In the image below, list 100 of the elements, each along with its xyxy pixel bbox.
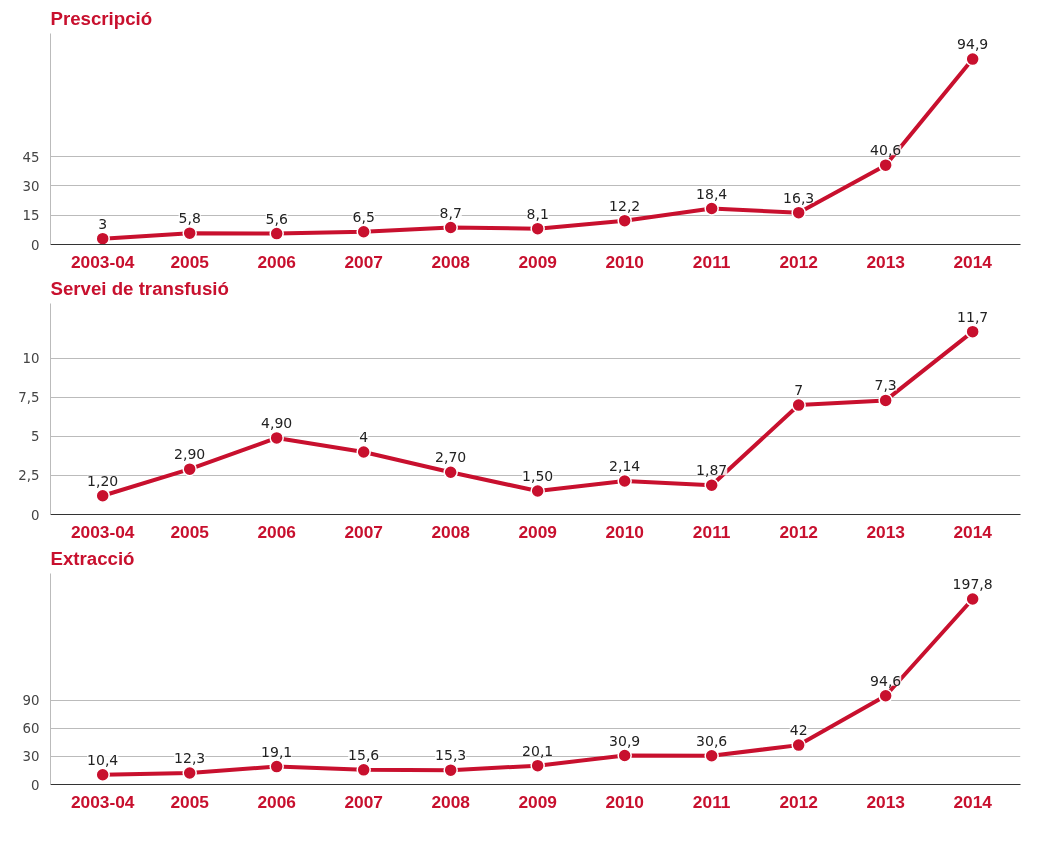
point — [182, 461, 197, 477]
x-tick-label: 2012 — [779, 251, 818, 272]
point — [791, 205, 806, 220]
data-label: 18,4 — [696, 185, 728, 202]
x-tick-label: 2013 — [866, 791, 906, 812]
point — [965, 324, 980, 339]
point — [443, 465, 458, 480]
point — [95, 231, 110, 245]
point — [269, 759, 284, 774]
x-tick-label: 2014 — [953, 251, 993, 272]
y-tick-label: 5 — [31, 429, 40, 445]
x-tick-label: 2007 — [344, 251, 383, 272]
data-label: 4,90 — [261, 414, 293, 431]
data-label: 11,7 — [957, 308, 989, 325]
point — [617, 473, 632, 489]
point — [791, 737, 806, 753]
x-tick-label: 2007 — [344, 791, 383, 812]
y-tick-label: 7,5 — [18, 390, 40, 406]
data-label: 1,20 — [87, 472, 119, 489]
y-tick-label: 0 — [31, 777, 40, 793]
x-tick-label: 2014 — [953, 791, 993, 812]
data-label: 20,1 — [522, 742, 554, 759]
data-label: 19,1 — [261, 743, 293, 760]
x-tick-label: 2006 — [257, 791, 297, 812]
x-tick-label: 2005 — [170, 251, 210, 272]
x-tick-label: 2012 — [779, 791, 818, 812]
point — [182, 225, 197, 241]
point — [182, 765, 197, 781]
point — [878, 393, 893, 408]
point — [878, 688, 893, 704]
data-label: 3 — [98, 215, 108, 232]
point — [530, 221, 545, 236]
data-label: 2,70 — [435, 449, 467, 466]
x-tick-label: 2011 — [692, 251, 731, 272]
y-tick-label: 45 — [22, 149, 40, 165]
x-tick-label: 2011 — [692, 521, 731, 542]
point — [269, 226, 284, 241]
point — [617, 213, 632, 228]
y-tick-label: 0 — [31, 237, 40, 253]
chart-title: Prescripció — [50, 7, 153, 29]
x-tick-label: 2011 — [692, 791, 731, 812]
point — [356, 762, 371, 778]
data-label: 2,90 — [174, 446, 206, 463]
y-tick-label: 10 — [22, 351, 40, 367]
data-label: 197,8 — [952, 576, 993, 593]
x-tick-label: 2003-04 — [70, 251, 135, 272]
chart-title: Extracció — [50, 547, 135, 569]
data-label: 4 — [359, 428, 369, 445]
point — [530, 758, 545, 773]
x-tick-label: 2007 — [344, 521, 383, 542]
data-label: 10,4 — [87, 751, 119, 768]
data-label: 12,3 — [174, 749, 206, 766]
data-label: 15,3 — [435, 747, 467, 764]
point — [704, 201, 719, 216]
x-tick-label: 2010 — [605, 521, 644, 542]
data-label: 7,3 — [874, 377, 897, 394]
y-tick-label: 30 — [22, 178, 40, 194]
point — [530, 483, 545, 499]
y-tick-label: 60 — [22, 721, 40, 737]
data-label: 15,6 — [348, 746, 380, 763]
y-tick-label: 0 — [31, 507, 40, 523]
point — [965, 51, 980, 67]
point — [704, 748, 719, 764]
data-label: 30,6 — [696, 732, 728, 749]
x-tick-label: 2010 — [605, 251, 644, 272]
point — [617, 748, 632, 763]
data-label: 94,9 — [957, 36, 989, 53]
data-label: 12,2 — [609, 197, 641, 214]
point — [443, 220, 458, 235]
x-tick-label: 2009 — [518, 251, 557, 272]
y-tick-label: 90 — [22, 693, 40, 709]
point — [791, 397, 806, 413]
point — [443, 762, 458, 778]
x-tick-label: 2005 — [170, 521, 210, 542]
x-tick-label: 2006 — [257, 251, 297, 272]
data-label: 40,6 — [870, 142, 902, 159]
point — [356, 444, 371, 460]
data-label: 30,9 — [609, 732, 641, 749]
point — [965, 591, 980, 607]
data-label: 94,6 — [870, 672, 902, 689]
x-tick-label: 2010 — [605, 791, 644, 812]
point — [269, 430, 284, 446]
x-tick-label: 2013 — [866, 521, 906, 542]
point — [704, 478, 719, 493]
x-tick-label: 2005 — [170, 791, 210, 812]
y-tick-label: 2,5 — [18, 468, 40, 484]
y-tick-label: 15 — [22, 208, 40, 224]
data-label: 2,14 — [609, 458, 641, 475]
y-tick-label: 30 — [22, 749, 40, 765]
data-label: 5,8 — [178, 210, 201, 227]
x-tick-label: 2012 — [779, 521, 818, 542]
point — [356, 224, 371, 240]
x-tick-label: 2008 — [431, 791, 471, 812]
data-label: 5,6 — [265, 210, 288, 227]
data-label: 7 — [794, 382, 804, 399]
chart-title: Servei de transfusió — [50, 277, 229, 299]
x-tick-label: 2014 — [953, 521, 993, 542]
x-tick-label: 2009 — [518, 521, 557, 542]
x-tick-label: 2003-04 — [70, 521, 135, 542]
point — [95, 488, 110, 503]
